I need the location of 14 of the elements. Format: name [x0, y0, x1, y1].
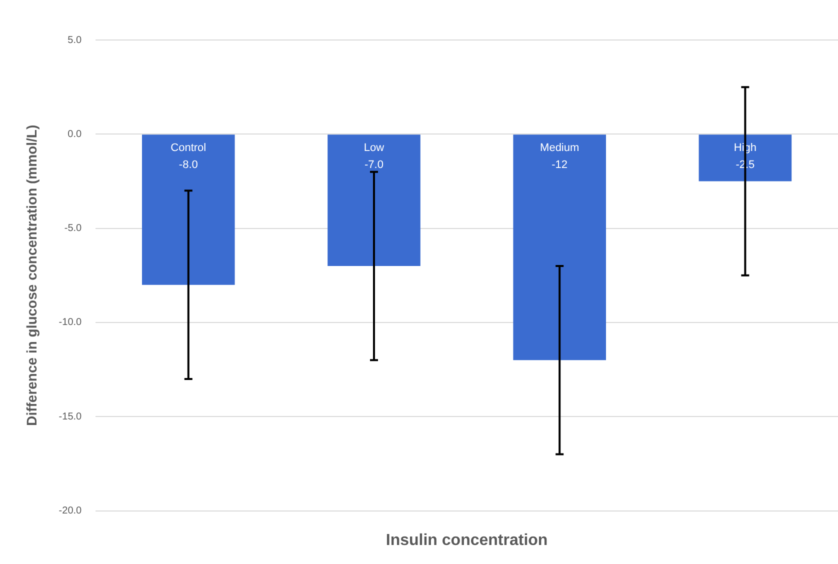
- y-tick-label: -15.0: [58, 411, 82, 422]
- data-label: -12: [552, 159, 568, 172]
- x-axis-title: Insulin concentration: [386, 532, 548, 549]
- data-label: -8.0: [178, 159, 198, 172]
- x-tick-label: Medium: [540, 142, 580, 154]
- y-tick-label: -10.0: [58, 317, 82, 328]
- y-tick-label: -20.0: [58, 506, 82, 517]
- x-tick-label: Low: [364, 142, 384, 154]
- y-tick-label: -5.0: [64, 223, 82, 234]
- y-axis-title: Difference in glucose concentration (mmol/L): [23, 124, 40, 426]
- data-label: -7.0: [364, 159, 384, 172]
- y-tick-label: 5.0: [68, 34, 82, 46]
- y-tick-label: 0.0: [68, 128, 82, 140]
- x-tick-label: Control: [170, 142, 206, 154]
